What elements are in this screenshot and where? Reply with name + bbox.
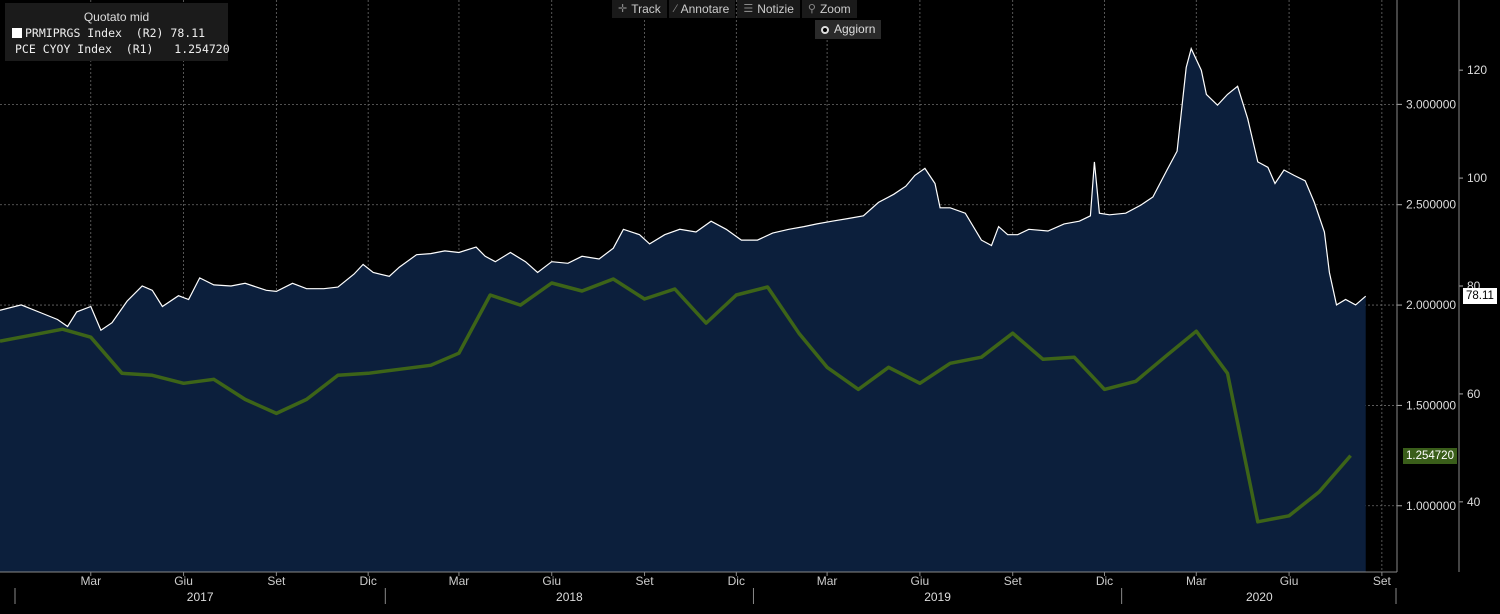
news-list-icon: ☰ bbox=[743, 3, 754, 15]
r2-tick-label: 40 bbox=[1467, 495, 1481, 509]
prmiprgs-line bbox=[0, 46, 1367, 332]
x-tick-label: Dic bbox=[1096, 574, 1113, 588]
pencil-icon: ∕ bbox=[674, 3, 677, 15]
r1-tick-label: 1.500000 bbox=[1406, 398, 1456, 412]
pce-cyoy-line bbox=[0, 277, 1352, 524]
year-label: 2017 bbox=[187, 590, 214, 604]
refresh-button[interactable]: Aggiorn bbox=[815, 20, 882, 39]
zoom-button[interactable]: ⚲ Zoom bbox=[801, 0, 857, 18]
r2-tick-label: 120 bbox=[1467, 63, 1487, 77]
year-label: 2019 bbox=[924, 590, 951, 604]
last-value-tag-pce-cyoy: 1.254720 bbox=[1403, 447, 1457, 464]
r2-tick-label: 100 bbox=[1467, 171, 1487, 185]
chart-toolbar: ✛ Track ∕ Annotare ☰ Notizie ⚲ Zoom bbox=[612, 0, 857, 18]
x-tick-label: Set bbox=[267, 574, 286, 588]
x-tick-label: Dic bbox=[728, 574, 745, 588]
x-tick-label: Set bbox=[636, 574, 655, 588]
legend-label: PRMIPRGS Index (R2) bbox=[25, 26, 164, 40]
x-tick-label: Giu bbox=[1280, 574, 1299, 588]
legend-title: Quotato mid bbox=[83, 10, 150, 24]
prmiprgs-area-series bbox=[0, 46, 1367, 573]
x-tick-label: Mar bbox=[1186, 574, 1207, 588]
year-label: 2020 bbox=[1246, 590, 1273, 604]
legend-value: 1.254720 bbox=[174, 42, 230, 56]
legend-entry-prmiprgs[interactable]: PRMIPRGS Index (R2) 78.11 bbox=[12, 26, 228, 40]
legend-entry-pce-cyoy[interactable]: PCE CYOY Index (R1) 1.254720 bbox=[12, 42, 230, 56]
pce-cyoy-line-series bbox=[0, 277, 1352, 524]
annotate-button[interactable]: ∕ Annotare bbox=[668, 0, 736, 18]
magnifier-icon: ⚲ bbox=[807, 3, 816, 15]
prmiprgs-area-fill bbox=[0, 48, 1366, 573]
track-button[interactable]: ✛ Track bbox=[612, 0, 667, 18]
r1-tick-label: 2.500000 bbox=[1406, 198, 1456, 212]
x-tick-label: Mar bbox=[817, 574, 838, 588]
x-tick-label: Giu bbox=[911, 574, 930, 588]
chart-legend: Quotato mid PRMIPRGS Index (R2) 78.11 PC… bbox=[5, 3, 230, 61]
x-tick-label: Mar bbox=[80, 574, 101, 588]
axes: Mar Giu Set Dic Mar Giu Set Dic Mar Giu Set Dic Mar G… bbox=[0, 0, 1487, 604]
r1-tick-label: 3.000000 bbox=[1406, 97, 1456, 111]
r1-tick-label: 1.000000 bbox=[1406, 499, 1456, 513]
legend-value: 78.11 bbox=[170, 26, 206, 40]
x-tick-label: Giu bbox=[542, 574, 561, 588]
last-value-tag-prmiprgs: 78.11 bbox=[1463, 288, 1497, 305]
x-tick-label: Set bbox=[1373, 574, 1392, 588]
r2-tick-label: 60 bbox=[1467, 387, 1481, 401]
x-tick-label: Mar bbox=[449, 574, 470, 588]
legend-swatch-white bbox=[12, 28, 22, 38]
r1-tick-label: 2.000000 bbox=[1406, 298, 1456, 312]
news-button[interactable]: ☰ Notizie bbox=[737, 0, 800, 18]
year-label: 2018 bbox=[556, 590, 583, 604]
x-tick-label: Set bbox=[1004, 574, 1023, 588]
x-tick-label: Giu bbox=[174, 574, 193, 588]
radio-dot-icon bbox=[821, 25, 829, 34]
legend-label: PCE CYOY Index (R1) bbox=[15, 42, 154, 56]
x-tick-label: Dic bbox=[359, 574, 376, 588]
crosshair-icon: ✛ bbox=[618, 3, 628, 15]
